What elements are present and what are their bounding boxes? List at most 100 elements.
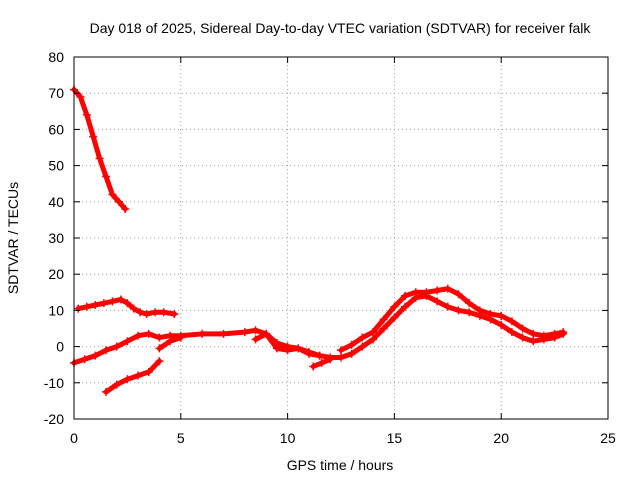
x-tick-label: 0: [70, 430, 78, 446]
data-point-marker: [114, 197, 123, 206]
data-point-marker: [497, 320, 506, 329]
data-point-marker: [123, 299, 132, 308]
data-point-marker: [347, 349, 356, 358]
series-track-1: [71, 87, 128, 212]
data-point-marker: [151, 308, 160, 317]
data-point-marker: [142, 310, 151, 319]
x-tick-label: 5: [177, 430, 185, 446]
data-point-marker: [108, 190, 117, 199]
data-point-marker: [347, 340, 356, 349]
data-point-marker: [159, 308, 168, 317]
x-tick-label: 25: [600, 430, 616, 446]
data-point-marker: [315, 351, 324, 360]
data-point-marker: [116, 295, 125, 304]
data-point-marker: [251, 335, 260, 344]
data-point-marker: [539, 331, 548, 340]
y-tick-label: 10: [48, 302, 64, 318]
data-point-marker: [166, 337, 175, 346]
data-point-marker: [379, 324, 388, 333]
data-point-marker: [82, 110, 91, 119]
axis-ticks: 0 5 10 15 20 25 -20 -10 0 10 20 30 40 50 60 70 80: [44, 49, 616, 446]
data-point-marker: [443, 302, 452, 311]
x-tick-label: 10: [280, 430, 296, 446]
data-point-marker: [144, 329, 153, 338]
series-track-3: [71, 293, 566, 366]
data-point-marker: [134, 371, 143, 380]
data-point-marker: [529, 337, 538, 346]
data-point-marker: [454, 306, 463, 315]
y-tick-label: 80: [48, 49, 64, 65]
data-point-marker: [112, 342, 121, 351]
data-point-marker: [251, 326, 260, 335]
data-point-marker: [198, 329, 207, 338]
data-point-marker: [317, 358, 326, 367]
data-point-marker: [465, 299, 474, 308]
data-point-marker: [379, 315, 388, 324]
data-point-marker: [433, 297, 442, 306]
data-point-marker: [369, 328, 378, 337]
data-point-marker: [102, 387, 111, 396]
data-point-marker: [486, 310, 495, 319]
data-point-marker: [91, 351, 100, 360]
data-point-marker: [240, 328, 249, 337]
y-tick-label: 60: [48, 121, 64, 137]
data-point-marker: [272, 344, 281, 353]
data-point-marker: [518, 333, 527, 342]
data-point-marker: [112, 380, 121, 389]
data-point-marker: [176, 333, 185, 342]
data-point-marker: [529, 329, 538, 338]
data-point-marker: [76, 92, 85, 101]
data-point-marker: [518, 324, 527, 333]
data-point-marker: [95, 154, 104, 163]
y-tick-label: 0: [56, 339, 64, 355]
data-point-marker: [507, 317, 516, 326]
series-track-7: [338, 286, 504, 353]
data-point-marker: [507, 328, 516, 337]
data-point-marker: [465, 308, 474, 317]
y-axis-label: SDTVAR / TECUs: [5, 182, 21, 294]
data-point-marker: [390, 302, 399, 311]
data-point-marker: [401, 291, 410, 300]
chart-title: Day 018 of 2025, Sidereal Day-to-day VTE…: [90, 20, 592, 36]
data-point-marker: [433, 286, 442, 295]
data-point-marker: [144, 367, 153, 376]
data-point-marker: [219, 329, 228, 338]
data-point-marker: [337, 346, 345, 355]
series-track-4: [103, 358, 162, 395]
data-point-marker: [80, 355, 89, 364]
data-point-marker: [74, 304, 83, 313]
y-tick-label: 70: [48, 85, 64, 101]
data-point-marker: [422, 288, 431, 297]
data-point-marker: [99, 299, 108, 308]
x-tick-label: 20: [493, 430, 509, 446]
data-point-marker: [369, 335, 378, 344]
data-point-marker: [358, 333, 367, 342]
data-point-marker: [294, 344, 303, 353]
x-axis-label: GPS time / hours: [287, 457, 394, 473]
data-point-marker: [304, 349, 313, 358]
data-point-marker: [102, 172, 111, 181]
data-point-marker: [390, 313, 399, 322]
data-series-layer: [70, 85, 568, 396]
y-tick-label: 20: [48, 266, 64, 282]
y-tick-label: -10: [44, 375, 64, 391]
data-point-marker: [559, 328, 568, 337]
data-point-marker: [283, 346, 292, 355]
data-point-marker: [155, 333, 164, 342]
data-point-marker: [134, 331, 143, 340]
data-point-marker: [411, 288, 420, 297]
data-point-marker: [337, 353, 345, 362]
data-point-marker: [129, 304, 138, 313]
y-tick-label: 50: [48, 158, 64, 174]
data-point-marker: [497, 311, 506, 320]
data-point-marker: [443, 284, 452, 293]
y-tick-label: 40: [48, 194, 64, 210]
data-point-marker: [123, 337, 132, 346]
data-point-marker: [262, 329, 271, 338]
data-point-marker: [326, 355, 335, 364]
data-point-marker: [550, 329, 559, 338]
data-point-marker: [358, 342, 367, 351]
data-point-marker: [309, 362, 318, 371]
data-point-marker: [136, 308, 145, 317]
